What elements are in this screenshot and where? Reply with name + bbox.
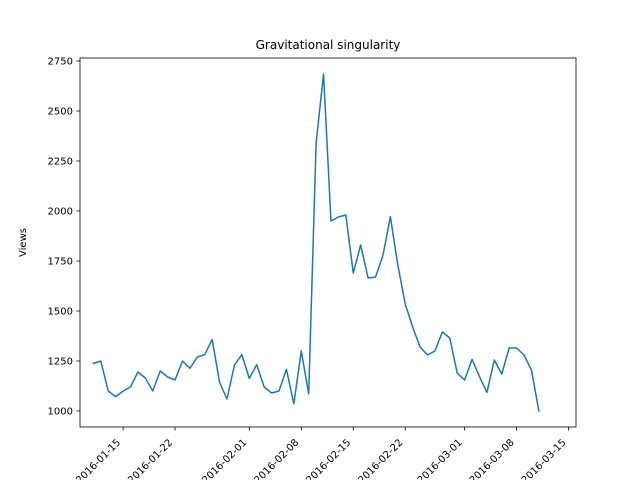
y-tick-label: 2750	[48, 57, 73, 68]
y-axis-ticks: 1000 1250 1500 1750 2000 2250 2500 2750	[48, 57, 80, 418]
series-line-views	[92, 73, 540, 412]
y-tick-label: 1250	[48, 357, 73, 368]
plot-frame	[79, 57, 577, 428]
y-tick-label: 1500	[48, 307, 73, 318]
y-tick-label: 2000	[48, 207, 73, 218]
chart-title: Gravitational singularity	[256, 38, 401, 52]
y-tick-label: 1000	[48, 407, 73, 418]
y-tick-label: 1750	[48, 257, 73, 268]
y-axis-label: Views	[18, 228, 29, 257]
y-tick-label: 2500	[48, 107, 73, 118]
y-tick-label: 2250	[48, 157, 73, 168]
